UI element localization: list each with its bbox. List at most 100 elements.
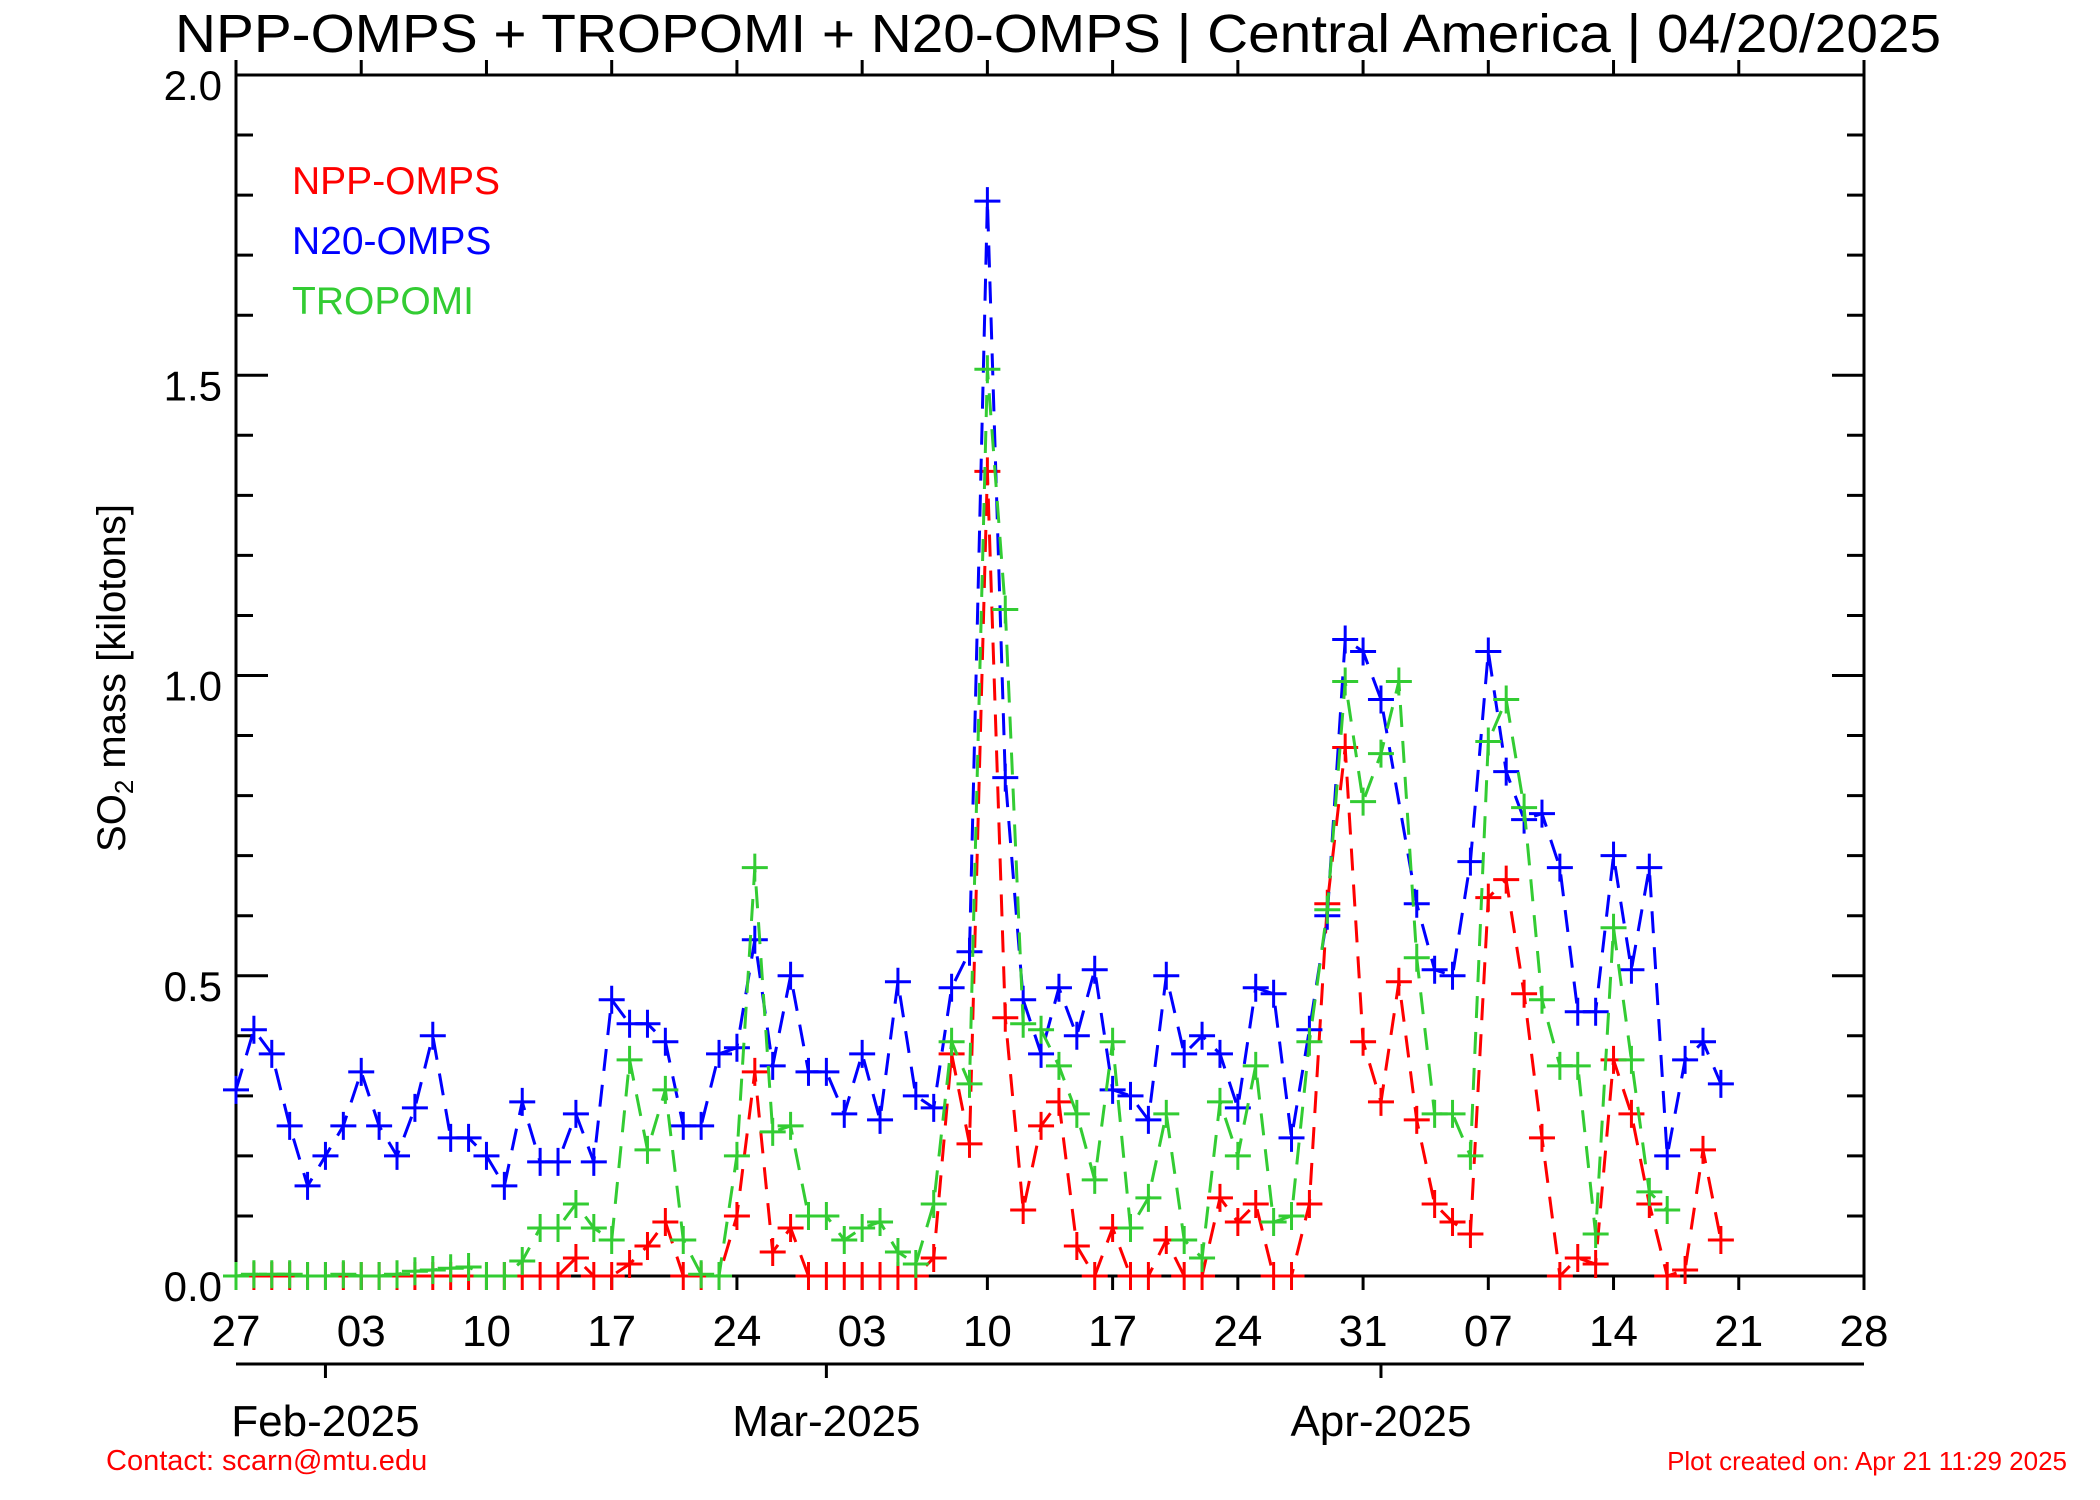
data-point-n20-omps <box>956 937 983 966</box>
data-point-npp-omps <box>1403 1105 1430 1134</box>
data-point-npp-omps <box>1654 1262 1681 1290</box>
data-point-tropomi <box>1403 943 1430 972</box>
data-point-tropomi <box>956 1069 983 1098</box>
data-point-npp-omps <box>1367 1087 1394 1116</box>
data-point-tropomi <box>1260 1207 1287 1236</box>
y-axis-title-main: SO <box>90 794 134 852</box>
y-tick-label: 2.0 <box>164 62 222 109</box>
data-point-tropomi <box>1332 667 1359 696</box>
data-point-npp-omps <box>1493 865 1520 894</box>
x-tick-label: 10 <box>963 1307 1012 1356</box>
data-point-npp-omps <box>1421 1189 1448 1218</box>
x-tick-label: 17 <box>1088 1307 1137 1356</box>
data-point-n20-omps <box>813 1057 840 1086</box>
data-point-tropomi <box>1063 1099 1090 1128</box>
x-tick-label: 21 <box>1714 1307 1763 1356</box>
data-point-npp-omps <box>723 1201 750 1230</box>
data-point-n20-omps <box>974 187 1001 216</box>
data-point-npp-omps <box>920 1243 947 1272</box>
data-point-npp-omps <box>1707 1225 1734 1254</box>
data-point-tropomi <box>419 1255 446 1284</box>
data-point-tropomi <box>1528 985 1555 1014</box>
x-tick-label: 03 <box>337 1307 386 1356</box>
y-axis-title-rest: mass [kilotons] <box>90 504 134 780</box>
data-point-tropomi <box>1654 1195 1681 1224</box>
data-point-n20-omps <box>634 1009 661 1038</box>
data-point-npp-omps <box>741 1057 768 1086</box>
contact-text: Contact: scarn@mtu.edu <box>106 1445 427 1477</box>
x-tick-label: 03 <box>838 1307 887 1356</box>
data-point-n20-omps <box>777 961 804 990</box>
data-point-n20-omps <box>1189 1021 1216 1050</box>
legend: NPP-OMPS N20-OMPS TROPOMI <box>292 160 500 323</box>
data-point-tropomi <box>1493 685 1520 714</box>
data-point-n20-omps <box>652 1027 679 1056</box>
data-point-tropomi <box>1475 727 1502 756</box>
y-axis: 0.0 0.5 1.0 1.5 2.0 <box>164 62 1864 1310</box>
month-axis: Feb-2025 Mar-2025 Apr-2025 <box>231 1362 1864 1446</box>
data-point-n20-omps <box>401 1093 428 1122</box>
data-point-tropomi <box>509 1246 536 1275</box>
data-point-npp-omps <box>1045 1087 1072 1116</box>
data-point-n20-omps <box>849 1039 876 1068</box>
data-point-npp-omps <box>1385 967 1412 996</box>
data-point-tropomi <box>598 1225 625 1254</box>
data-point-tropomi <box>1099 1027 1126 1056</box>
data-point-n20-omps <box>1028 1039 1055 1068</box>
data-point-tropomi <box>1564 1051 1591 1080</box>
data-point-npp-omps <box>545 1262 572 1290</box>
data-point-n20-omps <box>1332 625 1359 654</box>
month-label: Feb-2025 <box>231 1397 419 1446</box>
month-label: Mar-2025 <box>732 1397 920 1446</box>
data-point-n20-omps <box>1278 1123 1305 1152</box>
x-tick-label: 24 <box>1213 1307 1262 1356</box>
data-point-tropomi <box>1457 1141 1484 1170</box>
y-tick-label: 0.0 <box>164 1263 222 1310</box>
data-point-npp-omps <box>1081 1262 1108 1290</box>
data-point-n20-omps <box>688 1111 715 1140</box>
data-point-n20-omps <box>1153 961 1180 990</box>
data-point-npp-omps <box>1063 1231 1090 1260</box>
data-point-n20-omps <box>1063 1021 1090 1050</box>
series-layer <box>223 187 1734 1290</box>
data-point-n20-omps <box>1439 961 1466 990</box>
data-point-tropomi <box>1367 739 1394 768</box>
data-point-tropomi <box>616 1045 643 1074</box>
data-point-n20-omps <box>473 1141 500 1170</box>
data-point-npp-omps <box>598 1262 625 1290</box>
data-point-npp-omps <box>652 1207 679 1236</box>
data-point-n20-omps <box>1421 955 1448 984</box>
data-point-n20-omps <box>1618 955 1645 984</box>
data-point-npp-omps <box>1350 1027 1377 1056</box>
data-point-n20-omps <box>580 1147 607 1176</box>
data-point-n20-omps <box>1600 841 1627 870</box>
data-point-npp-omps <box>1206 1183 1233 1212</box>
data-point-tropomi <box>1153 1099 1180 1128</box>
data-point-n20-omps <box>1582 997 1609 1026</box>
data-point-tropomi <box>902 1249 929 1278</box>
data-point-tropomi <box>455 1252 482 1281</box>
data-point-n20-omps <box>1672 1045 1699 1074</box>
x-tick-label: 27 <box>212 1307 261 1356</box>
data-point-tropomi <box>1582 1219 1609 1248</box>
data-point-tropomi <box>867 1207 894 1236</box>
month-label: Apr-2025 <box>1290 1397 1471 1446</box>
data-point-tropomi <box>1278 1201 1305 1230</box>
data-point-n20-omps <box>384 1141 411 1170</box>
data-point-npp-omps <box>759 1237 786 1266</box>
data-point-tropomi <box>1439 1099 1466 1128</box>
data-point-tropomi <box>938 1027 965 1056</box>
data-point-tropomi <box>1314 895 1341 924</box>
data-point-npp-omps <box>1224 1207 1251 1236</box>
data-point-npp-omps <box>634 1231 661 1260</box>
data-point-n20-omps <box>992 763 1019 792</box>
data-point-n20-omps <box>884 967 911 996</box>
data-point-n20-omps <box>1206 1039 1233 1068</box>
y-axis-title-subscript: 2 <box>109 780 139 794</box>
data-point-tropomi <box>1636 1177 1663 1206</box>
x-tick-label: 31 <box>1339 1307 1388 1356</box>
data-point-tropomi <box>974 355 1001 384</box>
series-tropomi <box>223 355 1681 1290</box>
data-point-n20-omps <box>831 1099 858 1128</box>
data-point-tropomi <box>813 1201 840 1230</box>
